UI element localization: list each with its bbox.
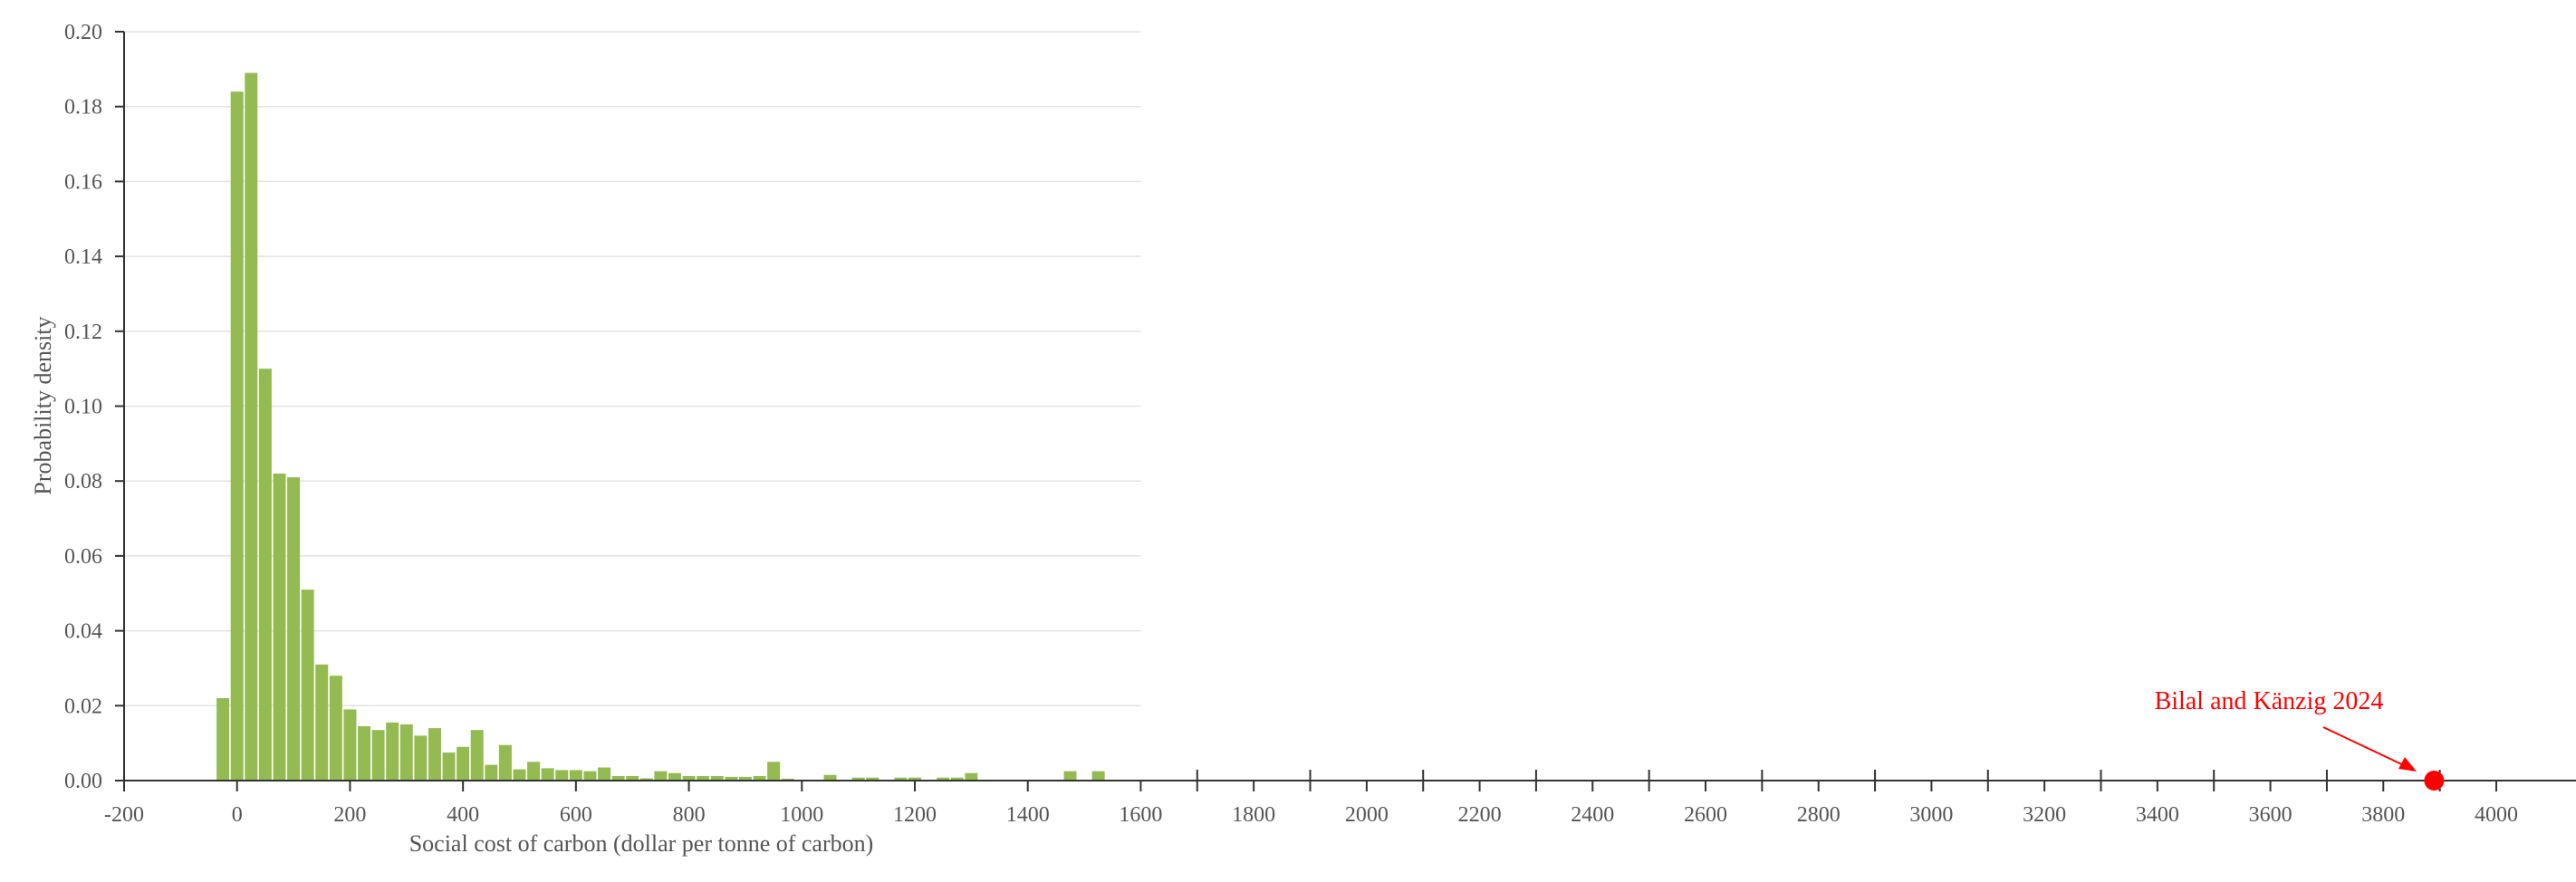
annotation-label: Bilal and Känzig 2024 bbox=[2155, 687, 2384, 715]
x-tick-label: 2600 bbox=[1684, 803, 1727, 827]
y-tick-labels: 0.00 0.02 0.04 0.06 0.08 0.10 0.12 0.14 0.16 0.18… bbox=[64, 21, 102, 793]
histogram-bars bbox=[216, 72, 1105, 781]
histogram-bar bbox=[598, 767, 611, 781]
histogram-bar bbox=[498, 744, 512, 781]
x-tick-label: 400 bbox=[447, 803, 479, 827]
x-tick-label: 1400 bbox=[1006, 803, 1050, 827]
histogram-bar bbox=[710, 776, 724, 781]
histogram-bar bbox=[894, 777, 908, 781]
x-tick-label: 4000 bbox=[2475, 803, 2518, 827]
histogram-bar bbox=[273, 473, 286, 781]
histogram-bar bbox=[950, 777, 964, 781]
x-tick-label: 2400 bbox=[1571, 803, 1614, 827]
histogram-bar bbox=[611, 776, 625, 781]
histogram-bar bbox=[908, 777, 921, 781]
histogram-bar bbox=[414, 735, 428, 781]
annotation: Bilal and Känzig 2024 bbox=[2155, 687, 2445, 791]
histogram-bar bbox=[513, 769, 526, 781]
x-tick-label: 0 bbox=[232, 803, 243, 827]
histogram-bar bbox=[428, 728, 441, 781]
histogram-bar bbox=[682, 776, 696, 781]
histogram-bar bbox=[527, 762, 541, 781]
annotation-arrow bbox=[2322, 726, 2410, 769]
x-tick-label: 1800 bbox=[1232, 803, 1275, 827]
histogram-bar bbox=[668, 772, 681, 781]
histogram-bar bbox=[654, 771, 668, 781]
histogram-bar bbox=[767, 762, 781, 781]
y-tick-label: 0.12 bbox=[64, 321, 102, 344]
histogram-bar bbox=[358, 726, 371, 781]
y-tick-label: 0.16 bbox=[64, 170, 102, 194]
histogram-bar bbox=[965, 772, 978, 781]
x-tick-label: 3600 bbox=[2249, 803, 2292, 827]
histogram-bar bbox=[541, 768, 554, 781]
y-tick-label: 0.10 bbox=[64, 396, 102, 419]
y-tick-label: 0.14 bbox=[64, 245, 102, 269]
histogram-bar bbox=[697, 776, 710, 781]
histogram-bar bbox=[781, 778, 794, 781]
histogram-bar bbox=[583, 771, 597, 781]
x-tick-label: 600 bbox=[560, 803, 592, 827]
histogram-bar bbox=[639, 778, 653, 781]
histogram-bar bbox=[399, 724, 413, 781]
y-tick-label: 0.08 bbox=[64, 470, 102, 494]
x-tick-label: 1200 bbox=[893, 803, 937, 827]
x-tick-label: 1600 bbox=[1119, 803, 1162, 827]
histogram-bar bbox=[738, 776, 752, 781]
histogram-bar bbox=[1091, 771, 1105, 781]
x-tick-labels: -200 0 200 400 600 800 1000 1200 1400 1600 1800 200… bbox=[104, 803, 2518, 827]
x-tick-label: 1000 bbox=[780, 803, 823, 827]
histogram-bar bbox=[245, 72, 258, 781]
histogram-bar bbox=[866, 777, 879, 781]
x-tick-label: 800 bbox=[673, 803, 706, 827]
x-tick-label: 3400 bbox=[2136, 803, 2179, 827]
x-tick-label: -200 bbox=[104, 803, 144, 827]
y-tick-label: 0.06 bbox=[64, 545, 102, 569]
highlight-point bbox=[2424, 771, 2445, 791]
histogram-bar bbox=[753, 776, 766, 781]
histogram-bar bbox=[343, 709, 357, 781]
histogram-bar bbox=[937, 777, 950, 781]
histogram-bar bbox=[457, 746, 470, 781]
histogram-bar bbox=[216, 698, 230, 781]
y-tick-label: 0.02 bbox=[64, 695, 102, 718]
histogram-bar bbox=[230, 91, 244, 781]
histogram-bar bbox=[823, 774, 837, 781]
annotation-arrowhead bbox=[2398, 757, 2417, 772]
histogram-bar bbox=[569, 770, 582, 781]
x-tick-label: 3000 bbox=[1909, 803, 1953, 827]
x-tick-label: 2800 bbox=[1797, 803, 1841, 827]
x-tick-label: 3800 bbox=[2361, 803, 2405, 827]
histogram-bar bbox=[470, 730, 484, 781]
y-axis-title: Probability density bbox=[30, 316, 56, 494]
histogram-bar bbox=[315, 664, 329, 781]
x-tick-label: 200 bbox=[333, 803, 366, 827]
histogram-bar bbox=[287, 477, 301, 781]
histogram-bar bbox=[1063, 771, 1077, 781]
x-tick-label: 2000 bbox=[1345, 803, 1389, 827]
histogram-bar bbox=[301, 590, 314, 781]
histogram-bar bbox=[555, 770, 569, 781]
y-tick-label: 0.18 bbox=[64, 96, 102, 120]
histogram-bar bbox=[386, 722, 399, 781]
histogram-bar bbox=[258, 369, 272, 781]
y-tick-label: 0.04 bbox=[64, 620, 102, 644]
y-tick-label: 0.20 bbox=[64, 21, 102, 44]
histogram-bar bbox=[725, 776, 738, 781]
x-tick-label: 2200 bbox=[1458, 803, 1502, 827]
histogram-bar bbox=[371, 730, 385, 781]
histogram-bar bbox=[851, 777, 865, 781]
x-axis-title: Social cost of carbon (dollar per tonne … bbox=[409, 830, 874, 857]
axes bbox=[115, 31, 2576, 791]
y-tick-label: 0.00 bbox=[64, 770, 102, 793]
histogram-bar bbox=[626, 776, 639, 781]
histogram-bar bbox=[329, 676, 342, 781]
x-tick-label: 3200 bbox=[2023, 803, 2066, 827]
histogram-bar bbox=[485, 764, 498, 781]
histogram-bar bbox=[442, 752, 456, 781]
